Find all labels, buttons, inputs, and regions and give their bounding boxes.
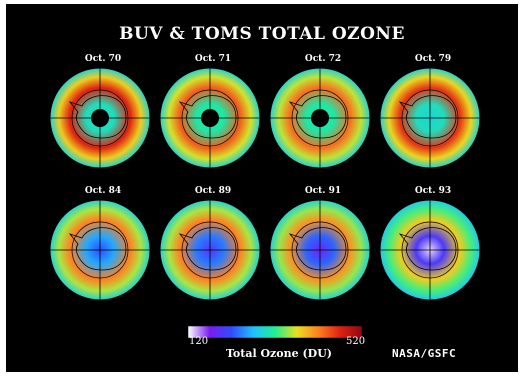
- chart-frame: BUV & TOMS TOTAL OZONE Oct. 70 Oct. 71 Oct…: [6, 4, 518, 372]
- panel-oct-93: Oct. 93: [378, 186, 488, 310]
- antarctica-outline: [288, 95, 347, 139]
- antarctica-outline: [178, 227, 237, 271]
- antarctica-outline: [398, 95, 457, 139]
- panel-oct-72: Oct. 72: [268, 54, 378, 178]
- ozone-map: [379, 67, 481, 169]
- panel-oct-71: Oct. 71: [158, 54, 268, 178]
- ozone-map: [49, 199, 151, 301]
- panel-label: Oct. 70: [84, 54, 122, 64]
- ozone-map: [379, 199, 481, 301]
- panel-oct-70: Oct. 70: [48, 54, 158, 178]
- panel-label: Oct. 91: [304, 186, 342, 196]
- antarctica-outline: [68, 227, 127, 271]
- panel-label: Oct. 72: [304, 54, 342, 64]
- antarctica-outline: [178, 95, 237, 139]
- ozone-map: [159, 199, 261, 301]
- panel-label: Oct. 89: [194, 186, 232, 196]
- ozone-map: [269, 67, 371, 169]
- colorbar-title: Total Ozone (DU): [225, 347, 332, 360]
- panel-label: Oct. 93: [414, 186, 452, 196]
- colorbar: [188, 326, 362, 338]
- panel-label: Oct. 71: [194, 54, 232, 64]
- panel-oct-84: Oct. 84: [48, 186, 158, 310]
- panel-label: Oct. 79: [414, 54, 452, 64]
- ozone-map: [269, 199, 371, 301]
- panel-oct-79: Oct. 79: [378, 54, 488, 178]
- panel-oct-91: Oct. 91: [268, 186, 378, 310]
- antarctica-outline: [288, 227, 347, 271]
- colorbar-max-label: 520: [346, 336, 366, 347]
- colorbar-min-label: 120: [189, 336, 209, 347]
- colorbar-gradient: [188, 326, 362, 338]
- antarctica-outline: [398, 227, 457, 271]
- ozone-map: [49, 67, 151, 169]
- panel-label: Oct. 84: [84, 186, 122, 196]
- panel-oct-89: Oct. 89: [158, 186, 268, 310]
- credit-label: NASA/GSFC: [392, 347, 457, 360]
- chart-title: BUV & TOMS TOTAL OZONE: [119, 24, 405, 44]
- ozone-map: [159, 67, 261, 169]
- antarctica-outline: [68, 95, 127, 139]
